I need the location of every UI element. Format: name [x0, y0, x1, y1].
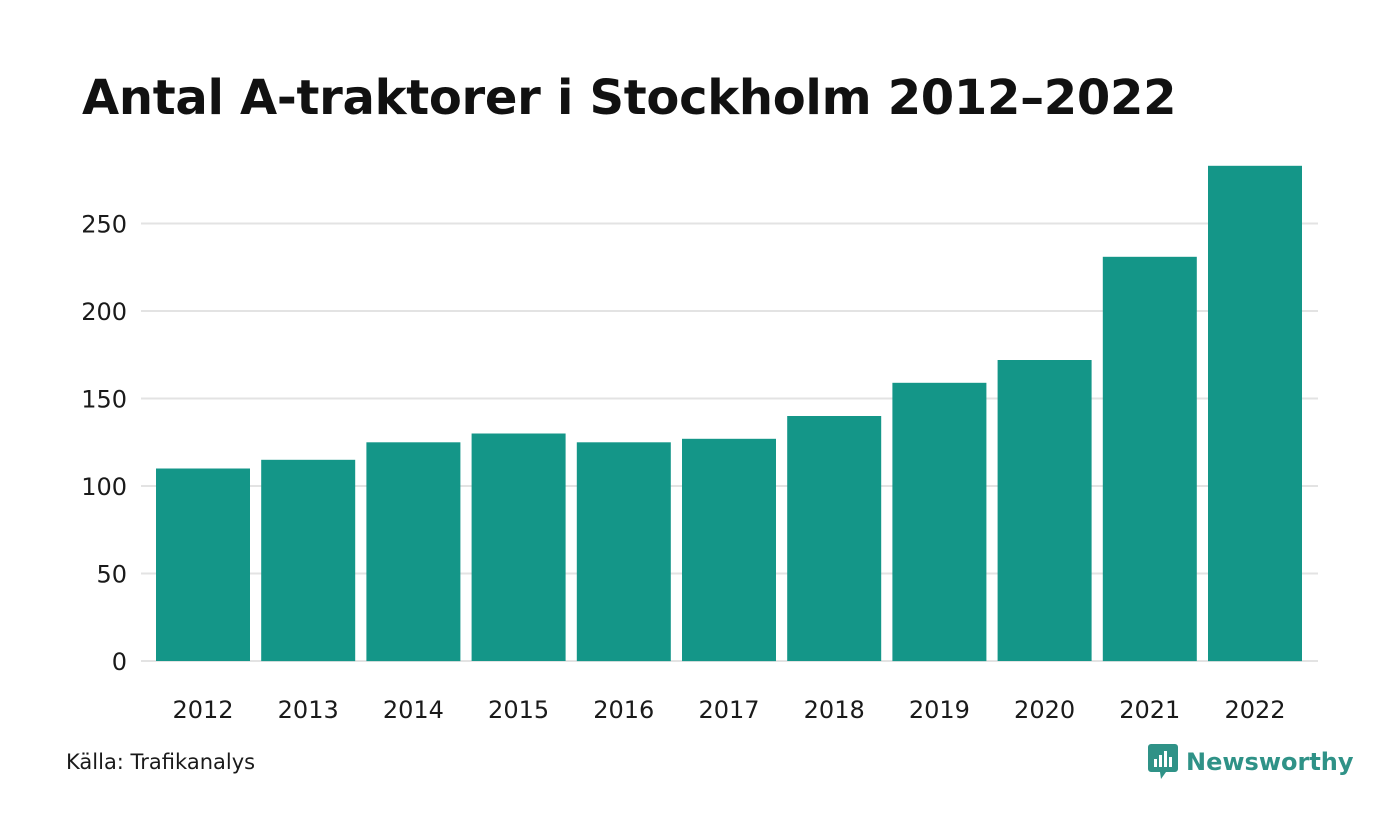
bar-2012 — [156, 468, 250, 661]
x-tick-label-2022: 2022 — [1224, 696, 1285, 724]
y-axis-tick-labels: 0 50 100 150 200 250 — [81, 211, 127, 677]
chart-title: Antal A-traktorer i Stockholm 2012–2022 — [82, 70, 1177, 126]
bar-2019 — [892, 382, 987, 662]
x-tick-label-2013: 2013 — [278, 696, 339, 724]
y-tick-label: 100 — [81, 473, 127, 501]
bar-2020 — [997, 360, 1092, 661]
x-tick-label-2020: 2020 — [1014, 696, 1075, 724]
y-tick-label: 150 — [81, 386, 127, 414]
y-tick-label: 0 — [112, 648, 127, 676]
source-note: Källa: Trafikanalys — [66, 750, 256, 774]
y-tick-label: 50 — [96, 561, 127, 589]
x-tick-label-2018: 2018 — [804, 696, 865, 724]
bars — [156, 165, 1302, 662]
newsworthy-logo-icon — [1148, 744, 1178, 779]
bar-2021 — [1102, 256, 1197, 662]
brand-logo: Newsworthy — [1148, 744, 1354, 780]
x-tick-label-2021: 2021 — [1119, 696, 1180, 724]
bar-2022 — [1208, 165, 1302, 662]
x-tick-label-2015: 2015 — [488, 696, 549, 724]
y-tick-label: 250 — [81, 211, 127, 239]
x-tick-label-2014: 2014 — [383, 696, 444, 724]
x-tick-label-2012: 2012 — [172, 696, 233, 724]
x-tick-label-2016: 2016 — [593, 696, 654, 724]
bar-2013 — [261, 459, 356, 662]
bar-2015 — [471, 433, 566, 661]
bar-2018 — [787, 416, 882, 661]
x-tick-label-2017: 2017 — [698, 696, 759, 724]
bar-2014 — [366, 442, 461, 662]
x-tick-label-2019: 2019 — [909, 696, 970, 724]
bar-2016 — [576, 442, 671, 662]
bar-2017 — [682, 438, 776, 662]
y-tick-label: 200 — [81, 298, 127, 326]
x-axis-tick-labels: 2012 2013 2014 2015 2016 2017 2018 2019 2020 2021… — [172, 696, 1285, 724]
brand-name: Newsworthy — [1186, 748, 1354, 776]
